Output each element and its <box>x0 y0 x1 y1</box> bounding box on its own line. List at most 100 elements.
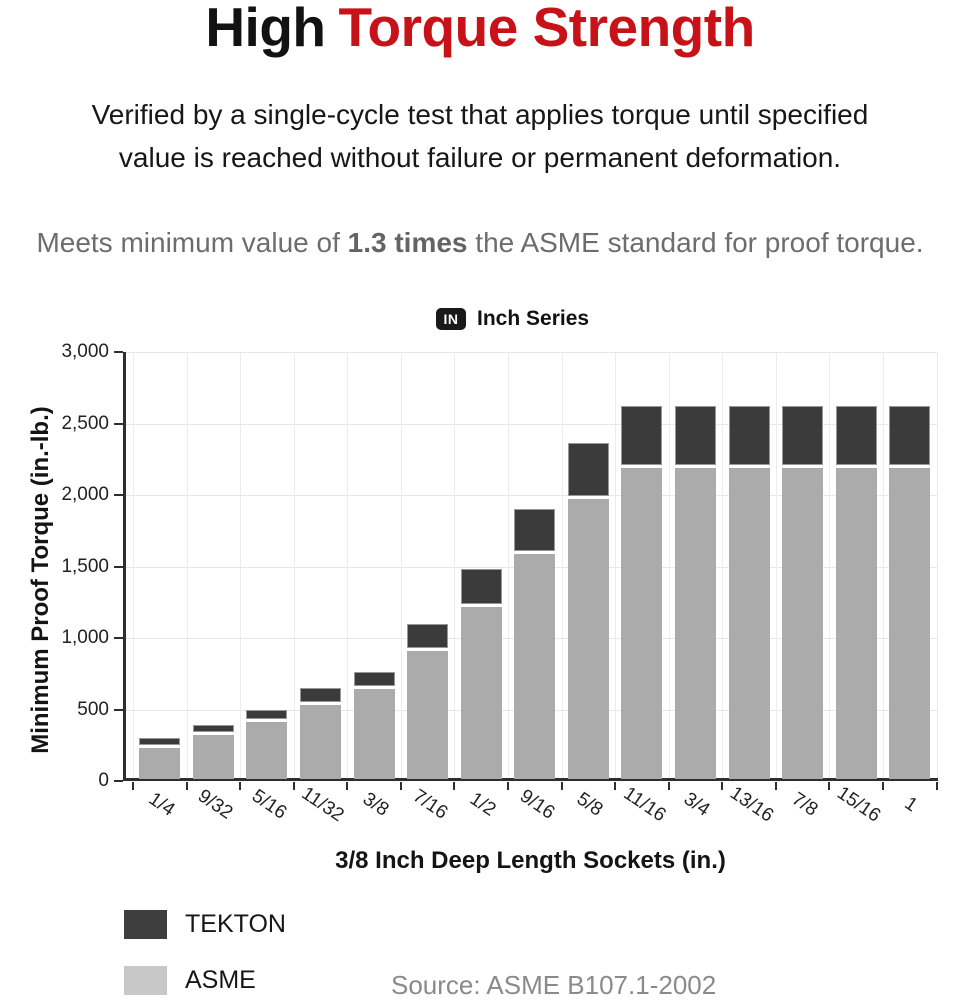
bar-tekton-15/16 <box>835 406 877 465</box>
h-gridline-2500 <box>126 423 938 425</box>
bar-asme-7/16 <box>407 650 449 779</box>
y-axis-line <box>123 352 126 781</box>
y-tick-0 <box>114 780 123 782</box>
x-tick-8 <box>560 782 563 790</box>
y-tick-label-500: 500 <box>77 698 109 720</box>
x-category-label-15/16: 15/16 <box>833 782 885 827</box>
bar-tekton-1 <box>889 406 931 465</box>
x-category-label-1/4: 1/4 <box>144 788 179 821</box>
x-category-label-1/2: 1/2 <box>465 788 500 821</box>
y-tick-label-1000: 1,000 <box>61 627 109 648</box>
bar-tekton-11/16 <box>621 406 663 465</box>
x-tick-10 <box>667 782 670 790</box>
v-gridline-1 <box>186 352 188 778</box>
page-title: High Torque Strength <box>0 0 960 58</box>
x-category-label-3/4: 3/4 <box>680 788 714 821</box>
meets-suffix: the ASME standard for proof torque. <box>467 227 924 258</box>
x-category-label-7/16: 7/16 <box>408 785 451 824</box>
h-gridline-3000 <box>126 352 938 353</box>
x-tick-13 <box>828 782 831 790</box>
x-tick-12 <box>774 782 777 790</box>
x-category-label-5/16: 5/16 <box>247 785 291 824</box>
x-axis-title: 3/8 Inch Deep Length Sockets (in.) <box>335 847 726 874</box>
x-tick-2 <box>239 782 242 790</box>
tekton-legend-label: TEKTON <box>185 910 286 938</box>
x-tick-0 <box>132 782 134 790</box>
meets-prefix: Meets minimum value of <box>36 227 348 258</box>
bar-tekton-7/8 <box>782 406 824 465</box>
v-gridline-14 <box>882 352 884 778</box>
y-tick-label-2500: 2,500 <box>61 412 109 434</box>
bar-tekton-3/8 <box>353 672 395 687</box>
bar-asme-11/32 <box>299 705 341 779</box>
x-tick-15 <box>935 782 938 790</box>
x-tick-1 <box>185 782 188 790</box>
meets-statement: Meets minimum value of 1.3 times the ASM… <box>0 227 960 259</box>
y-tick-label-2000: 2,000 <box>61 484 109 505</box>
asme-legend-swatch <box>124 966 167 995</box>
bar-tekton-13/16 <box>728 406 770 465</box>
v-gridline-0 <box>133 352 134 778</box>
title-red-part: Torque Strength <box>338 0 756 58</box>
x-category-label-5/8: 5/8 <box>573 788 607 821</box>
legend-item-tekton: TEKTON <box>124 910 286 939</box>
plot-area: 3/8 Inch Deep Length Sockets (in.) 0 500 1… <box>61 341 938 874</box>
x-category-label-11/32: 11/32 <box>298 782 349 827</box>
x-category-label-3/8: 3/8 <box>358 788 393 821</box>
inch-series-badge: IN <box>436 308 466 330</box>
subtitle-line-2: value is reached without failure or perm… <box>118 142 842 173</box>
x-category-label-7/8: 7/8 <box>787 788 822 821</box>
tekton-legend-swatch <box>124 910 167 939</box>
y-tick-500 <box>114 708 123 711</box>
y-tick-3000 <box>114 351 123 353</box>
y-tick-1000 <box>114 637 123 639</box>
x-category-label-13/16: 13/16 <box>726 782 778 827</box>
v-gridline-2 <box>240 352 242 778</box>
x-category-label-11/16: 11/16 <box>619 782 670 827</box>
bar-tekton-5/8 <box>567 442 609 496</box>
v-gridline-6 <box>454 352 456 778</box>
h-gridline-2000 <box>126 495 938 496</box>
bar-tekton-7/16 <box>407 623 449 648</box>
v-gridline-4 <box>347 352 349 778</box>
v-gridline-11 <box>722 352 724 778</box>
asme-legend-label: ASME <box>185 966 256 994</box>
bar-asme-15/16 <box>835 467 877 779</box>
bar-asme-3/4 <box>674 467 716 779</box>
x-tick-14 <box>881 782 884 790</box>
bar-asme-11/16 <box>621 467 663 779</box>
bar-asme-1 <box>889 467 931 779</box>
legend-item-asme: ASME <box>124 966 256 995</box>
x-category-label-1: 1 <box>900 792 921 817</box>
bar-tekton-1/4 <box>139 738 181 746</box>
x-tick-11 <box>721 782 724 790</box>
bar-tekton-3/4 <box>674 406 716 465</box>
bar-asme-7/8 <box>782 467 824 779</box>
y-tick-label-1500: 1,500 <box>61 555 109 577</box>
series-header: IN Inch Series <box>436 308 589 330</box>
x-category-label-9/16: 9/16 <box>515 785 559 824</box>
x-tick-7 <box>506 782 509 790</box>
bar-tekton-11/32 <box>299 688 341 703</box>
title-black-part: High <box>205 0 326 58</box>
x-tick-5 <box>399 782 402 790</box>
source-note: Source: ASME B107.1-2002 <box>391 970 717 1000</box>
y-tick-1500 <box>114 565 123 568</box>
bar-asme-1/4 <box>139 748 181 779</box>
bar-asme-9/16 <box>514 553 556 779</box>
bar-asme-13/16 <box>728 467 770 779</box>
v-gridline-8 <box>561 352 563 778</box>
x-axis-line <box>123 778 938 781</box>
v-gridline-9 <box>615 352 617 778</box>
v-gridline-15 <box>936 352 938 778</box>
x-tick-4 <box>346 782 349 790</box>
bar-asme-5/16 <box>246 722 288 779</box>
bar-asme-5/8 <box>567 498 609 779</box>
bar-asme-1/2 <box>460 606 502 779</box>
bar-tekton-9/16 <box>514 509 556 551</box>
v-gridline-3 <box>293 352 295 778</box>
y-tick-label-0: 0 <box>98 770 109 791</box>
v-gridline-12 <box>775 352 777 778</box>
subtitle: Verified by a single-cycle test that app… <box>0 93 960 179</box>
